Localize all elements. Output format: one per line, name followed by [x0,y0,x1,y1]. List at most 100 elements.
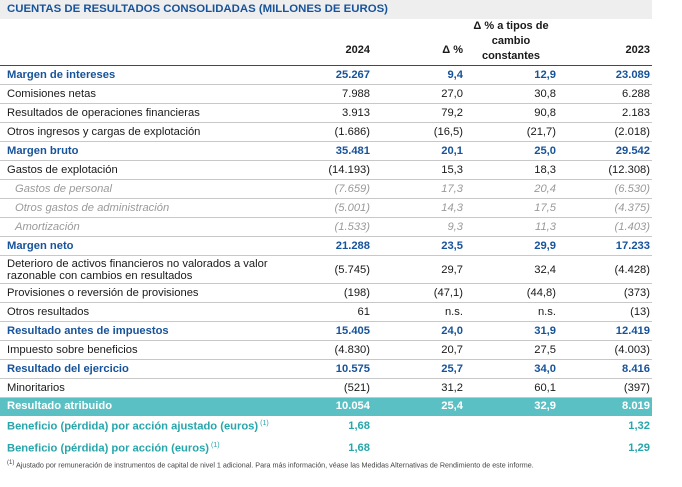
row-label: Resultado antes de impuestos [7,325,169,337]
header-2023: 2023 [625,44,650,56]
value-delta: 9,4 [447,69,463,81]
table-row-resultado-ejercicio: Resultado del ejercicio 10.575 25,7 34,0… [0,360,652,379]
value-2023: 12.419 [615,325,650,337]
value-2024: (5.001) [334,202,370,214]
table-title: CUENTAS DE RESULTADOS CONSOLIDADAS (MILL… [7,3,388,15]
value-delta-constant: 90,8 [534,107,556,119]
value-2023: 17.233 [615,240,650,252]
table-row-gastos-personal: Gastos de personal (7.659) 17,3 20,4 (6.… [0,180,652,199]
table-row-otros-ingresos: Otros ingresos y cargas de explotación (… [0,123,652,142]
value-delta: 14,3 [441,202,463,214]
title-bar [0,0,652,19]
value-delta-constant: 27,5 [534,344,556,356]
value-delta: 24,0 [441,325,463,337]
value-2023: (12.308) [608,164,650,176]
value-2023: 8.416 [622,363,650,375]
table-row-bpa-ajustado: Beneficio (pérdida) por acción ajustado … [0,417,652,439]
row-label-text: Beneficio (pérdida) por acción ajustado … [7,420,259,433]
footnote-ref: (1) [260,420,269,427]
value-delta: 15,3 [441,164,463,176]
row-label: Comisiones netas [7,88,96,100]
value-delta: 29,7 [441,264,463,276]
table-row-otros-gastos-admin: Otros gastos de administración (5.001) 1… [0,199,652,218]
value-2024: 35.481 [335,145,370,157]
value-2023: (13) [630,306,650,318]
value-2024: 61 [357,306,370,318]
value-2024: 1,68 [348,420,370,432]
value-2023: (6.530) [614,183,650,195]
table-row-otros-resultados: Otros resultados 61 n.s. n.s. (13) [0,303,652,322]
value-2024: 1,68 [348,442,370,454]
value-delta: 9,3 [447,221,463,233]
value-2023: 1,32 [628,420,650,432]
value-delta: (47,1) [433,287,463,299]
value-2024: (14.193) [328,164,370,176]
value-delta-constant: 12,9 [534,69,556,81]
header-delta-constant-line3: constantes [481,50,541,62]
value-2024: (1.533) [334,221,370,233]
value-delta: 17,3 [441,183,463,195]
value-2023: 2.183 [622,107,650,119]
value-delta: 31,2 [441,382,463,394]
value-delta-constant: 11,3 [535,221,556,233]
value-2024: 25.267 [335,69,370,81]
value-2024: (7.659) [334,183,370,195]
row-label: Beneficio (pérdida) por acción ajustado … [7,420,269,433]
table-row-bpa: Beneficio (pérdida) por acción (euros) (1… [0,439,652,459]
value-2023: (2.018) [614,126,650,138]
value-2024: (4.830) [334,344,370,356]
value-2023: (4.375) [614,202,650,214]
table-row-margen-neto: Margen neto 21.288 23,5 29,9 17.233 [0,237,652,256]
value-delta: 20,7 [441,344,463,356]
table-row-provisiones: Provisiones o reversión de provisiones (… [0,284,652,303]
value-delta-constant: 32,4 [534,264,556,276]
value-2023: 1,29 [628,442,650,454]
table-row-deterioro: Deterioro de activos financieros no valo… [0,256,652,284]
header-2024: 2024 [345,44,370,56]
value-2023: 6.288 [622,88,650,100]
value-delta: (16,5) [433,126,463,138]
row-label: Provisiones o reversión de provisiones [7,287,199,299]
row-label: Otros gastos de administración [15,202,170,214]
row-label-text: Beneficio (pérdida) por acción (euros) [7,442,210,455]
row-label: Deterioro de activos financieros no valo… [7,258,268,282]
value-delta-constant: 20,4 [534,183,556,195]
row-label: Otros ingresos y cargas de explotación [7,126,201,138]
value-2023: 29.542 [615,145,650,157]
value-2024: (198) [343,287,370,299]
header-delta: Δ % [442,44,463,56]
row-label-line2: razonable con cambios en resultados [7,270,193,282]
table-row-margen-intereses: Margen de intereses 25.267 9,4 12,9 23.0… [0,66,652,85]
footnote-ref: (1) [211,442,220,449]
value-2024: 3.913 [342,107,370,119]
row-label: Otros resultados [7,306,90,318]
value-delta-constant: 34,0 [534,363,556,375]
value-2023: (397) [623,382,650,394]
value-2024: 15.405 [335,325,370,337]
row-label: Gastos de explotación [7,164,118,176]
row-label: Margen neto [7,240,74,252]
row-label: Gastos de personal [15,183,113,195]
table-row-minoritarios: Minoritarios (521) 31,2 60,1 (397) [0,379,652,398]
table-row-rof: Resultados de operaciones financieras 3.… [0,104,652,123]
value-2024: (521) [343,382,370,394]
value-2024: (5.745) [334,264,370,276]
header-delta-constant-line1: Δ % a tipos de [473,20,549,32]
value-2024: 10.575 [335,363,370,375]
value-delta-constant: 25,0 [534,145,556,157]
value-delta-constant: 60,1 [534,382,556,394]
value-2023: (373) [623,287,650,299]
row-label-line1: Deterioro de activos financieros no valo… [7,258,268,270]
header-delta-constant-line2: cambio [491,35,531,47]
value-2024: 10.054 [335,400,370,412]
footnote-text: Ajustado por remuneración de instrumento… [15,460,534,470]
table-row-resultado-atribuido: Resultado atribuido 10.054 25,4 32,9 8.0… [0,398,652,416]
value-delta: 25,4 [441,400,463,412]
value-delta-constant: n.s. [537,306,556,318]
row-label: Minoritarios [7,382,65,394]
table-row-resultado-antes-impuestos: Resultado antes de impuestos 15.405 24,0… [0,322,652,341]
table-row-gastos-explotacion: Gastos de explotación (14.193) 15,3 18,3… [0,161,652,180]
row-label: Impuesto sobre beneficios [7,344,138,356]
value-delta-constant: 32,9 [534,400,556,412]
value-delta-constant: 18,3 [534,164,556,176]
